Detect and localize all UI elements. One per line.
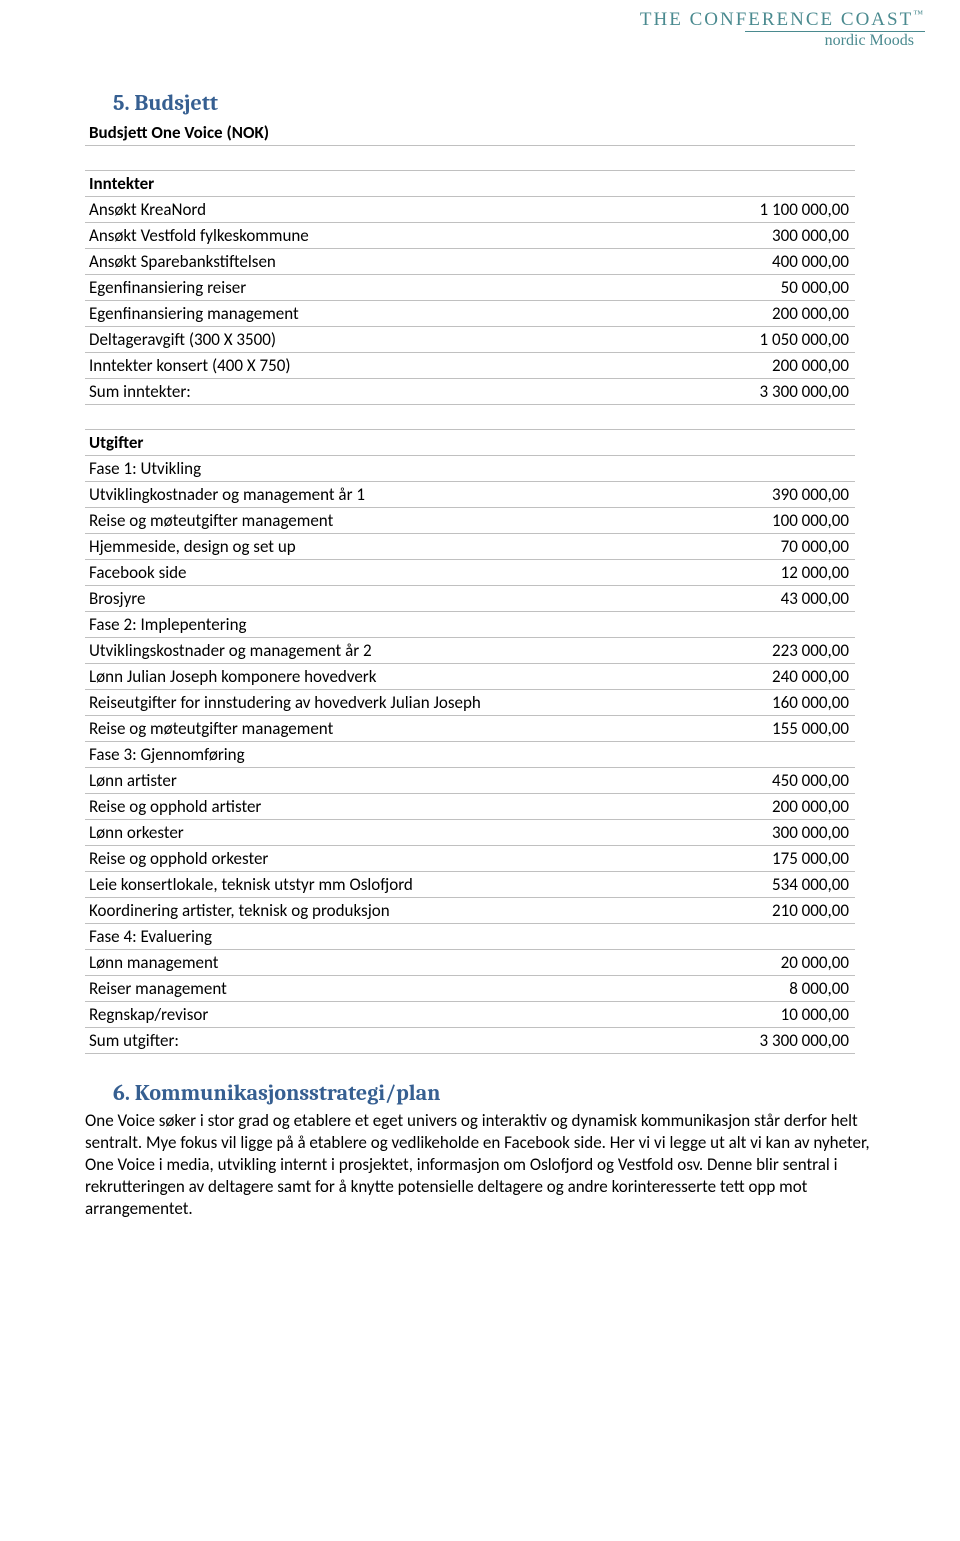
table-row: Leie konsertlokale, teknisk utstyr mm Os… [85, 872, 855, 898]
logo-main-text: THE CONFERENCE COAST™ [640, 10, 925, 29]
table-row [85, 405, 855, 430]
table-row: Fase 2: Implepentering [85, 612, 855, 638]
table-row [85, 146, 855, 171]
fase1-header: Fase 1: Utvikling [85, 456, 705, 482]
fase2-header: Fase 2: Implepentering [85, 612, 705, 638]
inntekter-header: Inntekter [85, 171, 705, 197]
table-row: Ansøkt KreaNord1 100 000,00 [85, 197, 855, 223]
table-row: Lønn orkester300 000,00 [85, 820, 855, 846]
table-row: Sum inntekter:3 300 000,00 [85, 379, 855, 405]
budget-table: Budsjett One Voice (NOK) Inntekter Ansøk… [85, 120, 855, 1054]
table-row: Budsjett One Voice (NOK) [85, 120, 855, 146]
sum-utgifter-label: Sum utgifter: [85, 1028, 705, 1054]
table-row: Koordinering artister, teknisk og produk… [85, 898, 855, 924]
section-6-body: One Voice søker i stor grad og etablere … [85, 1110, 890, 1220]
table-row: Utviklingskostnader og management år 222… [85, 638, 855, 664]
fase3-header: Fase 3: Gjennomføring [85, 742, 705, 768]
table-row: Egenfinansiering reiser50 000,00 [85, 275, 855, 301]
table-row: Reiser management8 000,00 [85, 976, 855, 1002]
table-row: Fase 4: Evaluering [85, 924, 855, 950]
section-5-heading: 5. Budsjett [113, 90, 890, 116]
sum-inntekter-label: Sum inntekter: [85, 379, 705, 405]
table-row: Reise og opphold orkester175 000,00 [85, 846, 855, 872]
table-row: Hjemmeside, design og set up70 000,00 [85, 534, 855, 560]
section-6-heading: 6. Kommunikasjonsstrategi/plan [113, 1080, 890, 1106]
table-row: Sum utgifter:3 300 000,00 [85, 1028, 855, 1054]
table-row: Fase 3: Gjennomføring [85, 742, 855, 768]
table-row: Inntekter konsert (400 X 750)200 000,00 [85, 353, 855, 379]
section-6: 6. Kommunikasjonsstrategi/plan One Voice… [85, 1080, 890, 1220]
fase4-header: Fase 4: Evaluering [85, 924, 705, 950]
budget-title: Budsjett One Voice (NOK) [85, 120, 705, 146]
table-row: Utgifter [85, 430, 855, 456]
table-row: Deltageravgift (300 X 3500)1 050 000,00 [85, 327, 855, 353]
table-row: Regnskap/revisor10 000,00 [85, 1002, 855, 1028]
table-row: Ansøkt Vestfold fylkeskommune300 000,00 [85, 223, 855, 249]
sum-utgifter-value: 3 300 000,00 [705, 1028, 855, 1054]
brand-logo: THE CONFERENCE COAST™ nordic Moods [640, 10, 925, 49]
table-row: Lønn management20 000,00 [85, 950, 855, 976]
utgifter-header: Utgifter [85, 430, 705, 456]
logo-sub-text: nordic Moods [640, 33, 925, 49]
table-row: Reise og opphold artister200 000,00 [85, 794, 855, 820]
table-row: Facebook side12 000,00 [85, 560, 855, 586]
table-row: Fase 1: Utvikling [85, 456, 855, 482]
table-row: Utviklingkostnader og management år 1390… [85, 482, 855, 508]
table-row: Inntekter [85, 171, 855, 197]
table-row: Egenfinansiering management200 000,00 [85, 301, 855, 327]
sum-inntekter-value: 3 300 000,00 [705, 379, 855, 405]
table-row: Reise og møteutgifter management100 000,… [85, 508, 855, 534]
page-content: 5. Budsjett Budsjett One Voice (NOK) Inn… [85, 90, 890, 1220]
table-row: Lønn artister450 000,00 [85, 768, 855, 794]
table-row: Reise og møteutgifter management155 000,… [85, 716, 855, 742]
table-row: Brosjyre43 000,00 [85, 586, 855, 612]
table-row: Reiseutgifter for innstudering av hovedv… [85, 690, 855, 716]
table-row: Ansøkt Sparebankstiftelsen400 000,00 [85, 249, 855, 275]
table-row: Lønn Julian Joseph komponere hovedverk24… [85, 664, 855, 690]
